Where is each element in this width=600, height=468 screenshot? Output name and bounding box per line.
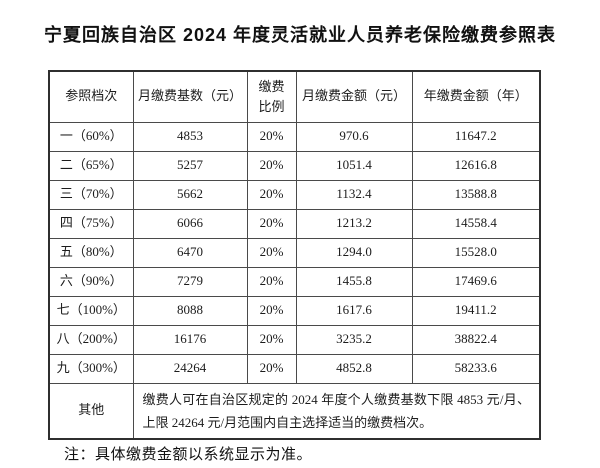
col-header-rate-label: 缴费比例 bbox=[258, 79, 285, 114]
table-header-row: 参照档次 月缴费基数（元） 缴费比例 月缴费金额（元） 年缴费金额（年） bbox=[48, 70, 541, 123]
cell-rate: 20% bbox=[246, 121, 297, 152]
table-row: 八（200%） 16176 20% 3235.2 38822.4 bbox=[48, 324, 541, 355]
cell-base: 4853 bbox=[132, 121, 248, 152]
cell-other-label: 其他 bbox=[48, 382, 134, 440]
cell-tier: 七（100%） bbox=[48, 295, 134, 326]
cell-base: 24264 bbox=[132, 353, 248, 384]
cell-tier: 九（300%） bbox=[48, 353, 134, 384]
col-header-monthly-base: 月缴费基数（元） bbox=[132, 70, 248, 123]
cell-monthly: 3235.2 bbox=[295, 324, 413, 355]
cell-base: 8088 bbox=[132, 295, 248, 326]
cell-monthly: 4852.8 bbox=[295, 353, 413, 384]
cell-monthly: 1051.4 bbox=[295, 150, 413, 181]
cell-rate: 20% bbox=[246, 237, 297, 268]
cell-tier: 三（70%） bbox=[48, 179, 134, 210]
cell-rate: 20% bbox=[246, 266, 297, 297]
table-row: 六（90%） 7279 20% 1455.8 17469.6 bbox=[48, 266, 541, 297]
cell-yearly: 12616.8 bbox=[411, 150, 541, 181]
cell-rate: 20% bbox=[246, 295, 297, 326]
table-row: 四（75%） 6066 20% 1213.2 14558.4 bbox=[48, 208, 541, 239]
cell-tier: 四（75%） bbox=[48, 208, 134, 239]
cell-monthly: 1617.6 bbox=[295, 295, 413, 326]
col-header-rate: 缴费比例 bbox=[246, 70, 297, 123]
cell-tier: 一（60%） bbox=[48, 121, 134, 152]
cell-tier: 二（65%） bbox=[48, 150, 134, 181]
cell-other-text: 缴费人可在自治区规定的 2024 年度个人缴费基数下限 4853 元/月、上限 … bbox=[132, 382, 541, 440]
table-row: 七（100%） 8088 20% 1617.6 19411.2 bbox=[48, 295, 541, 326]
cell-tier: 五（80%） bbox=[48, 237, 134, 268]
col-header-monthly-amount: 月缴费金额（元） bbox=[295, 70, 413, 123]
cell-tier: 六（90%） bbox=[48, 266, 134, 297]
page-title: 宁夏回族自治区 2024 年度灵活就业人员养老保险缴费参照表 bbox=[43, 25, 557, 45]
cell-base: 6066 bbox=[132, 208, 248, 239]
table-row: 五（80%） 6470 20% 1294.0 15528.0 bbox=[48, 237, 541, 268]
cell-rate: 20% bbox=[246, 150, 297, 181]
cell-base: 7279 bbox=[132, 266, 248, 297]
cell-yearly: 38822.4 bbox=[411, 324, 541, 355]
cell-monthly: 1132.4 bbox=[295, 179, 413, 210]
cell-base: 5257 bbox=[132, 150, 248, 181]
pension-reference-table: 参照档次 月缴费基数（元） 缴费比例 月缴费金额（元） 年缴费金额（年） 一（6… bbox=[48, 70, 541, 441]
cell-rate: 20% bbox=[246, 179, 297, 210]
col-header-tier: 参照档次 bbox=[48, 70, 134, 123]
cell-yearly: 13588.8 bbox=[411, 179, 541, 210]
cell-rate: 20% bbox=[246, 208, 297, 239]
cell-monthly: 970.6 bbox=[295, 121, 413, 152]
cell-yearly: 14558.4 bbox=[411, 208, 541, 239]
footnote: 注：具体缴费金额以系统显示为准。 bbox=[64, 447, 313, 463]
table-row: 三（70%） 5662 20% 1132.4 13588.8 bbox=[48, 179, 541, 210]
cell-rate: 20% bbox=[246, 353, 297, 384]
cell-rate: 20% bbox=[246, 324, 297, 355]
cell-yearly: 19411.2 bbox=[411, 295, 541, 326]
cell-base: 16176 bbox=[132, 324, 248, 355]
cell-yearly: 11647.2 bbox=[411, 121, 541, 152]
cell-yearly: 15528.0 bbox=[411, 237, 541, 268]
cell-monthly: 1294.0 bbox=[295, 237, 413, 268]
table-row-other: 其他 缴费人可在自治区规定的 2024 年度个人缴费基数下限 4853 元/月、… bbox=[48, 382, 541, 440]
table-row: 一（60%） 4853 20% 970.6 11647.2 bbox=[48, 121, 541, 152]
cell-base: 5662 bbox=[132, 179, 248, 210]
table-row: 九（300%） 24264 20% 4852.8 58233.6 bbox=[48, 353, 541, 384]
cell-monthly: 1213.2 bbox=[295, 208, 413, 239]
cell-yearly: 17469.6 bbox=[411, 266, 541, 297]
cell-tier: 八（200%） bbox=[48, 324, 134, 355]
cell-yearly: 58233.6 bbox=[411, 353, 541, 384]
cell-monthly: 1455.8 bbox=[295, 266, 413, 297]
col-header-yearly-amount: 年缴费金额（年） bbox=[411, 70, 541, 123]
table-row: 二（65%） 5257 20% 1051.4 12616.8 bbox=[48, 150, 541, 181]
cell-base: 6470 bbox=[132, 237, 248, 268]
